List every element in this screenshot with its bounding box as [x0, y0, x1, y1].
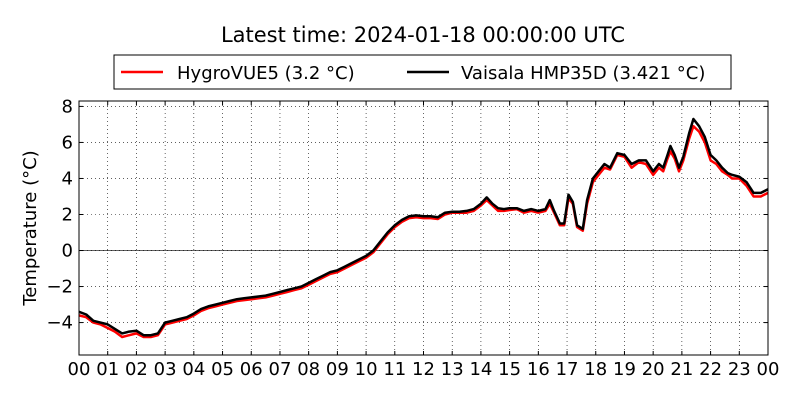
y-tick-label: 8 — [62, 96, 73, 117]
series-line-2 — [78, 117, 769, 337]
x-tick-label: 14 — [469, 359, 492, 380]
x-tick-label: 21 — [670, 359, 693, 380]
x-tick-label: 16 — [527, 359, 550, 380]
chart-title: Latest time: 2024-01-18 00:00:00 UTC — [221, 23, 625, 47]
legend-label-series-2: Vaisala HMP35D (3.421 °C) — [461, 63, 705, 84]
x-tick-label: 12 — [412, 359, 435, 380]
x-tick-label: 01 — [96, 359, 119, 380]
x-tick-label: 11 — [383, 359, 406, 380]
x-tick-label: 13 — [441, 359, 464, 380]
x-axis-ticks: 00 01 02 03 04 05 06 07 08 09 10 11 12 13 14 15 16 17 18 19… — [68, 101, 780, 380]
y-axis-ticks: −4 −2 0 2 4 6 8 — [46, 96, 768, 334]
x-tick-label: 15 — [498, 359, 521, 380]
x-tick-label: 02 — [125, 359, 148, 380]
x-tick-label: 19 — [613, 359, 636, 380]
x-tick-label: 22 — [699, 359, 722, 380]
y-tick-label: 6 — [62, 132, 73, 153]
y-tick-label: 2 — [62, 204, 73, 225]
x-tick-label: 04 — [182, 359, 205, 380]
x-tick-label: 20 — [642, 359, 665, 380]
y-tick-label: 0 — [62, 241, 73, 262]
y-tick-label: −2 — [46, 277, 73, 298]
grid — [79, 101, 768, 355]
x-tick-label: 09 — [326, 359, 349, 380]
y-axis-label: Temperature (°C) — [20, 150, 41, 306]
legend: HygroVUE5 (3.2 °C) Vaisala HMP35D (3.421… — [113, 54, 732, 90]
x-tick-label: 00 — [68, 359, 91, 380]
legend-label-series-1: HygroVUE5 (3.2 °C) — [177, 63, 355, 84]
x-tick-label: 06 — [240, 359, 263, 380]
plot-frame — [78, 100, 769, 356]
y-tick-label: 4 — [62, 168, 73, 189]
x-tick-label: 10 — [355, 359, 378, 380]
x-tick-label: 23 — [728, 359, 751, 380]
x-tick-label: 05 — [211, 359, 234, 380]
series-lines — [78, 117, 769, 339]
x-tick-label: 00 — [757, 359, 780, 380]
x-tick-label: 18 — [584, 359, 607, 380]
x-tick-label: 03 — [154, 359, 177, 380]
x-tick-label: 08 — [297, 359, 320, 380]
x-tick-label: 07 — [269, 359, 292, 380]
y-tick-label: −4 — [46, 313, 73, 334]
x-tick-label: 17 — [556, 359, 579, 380]
